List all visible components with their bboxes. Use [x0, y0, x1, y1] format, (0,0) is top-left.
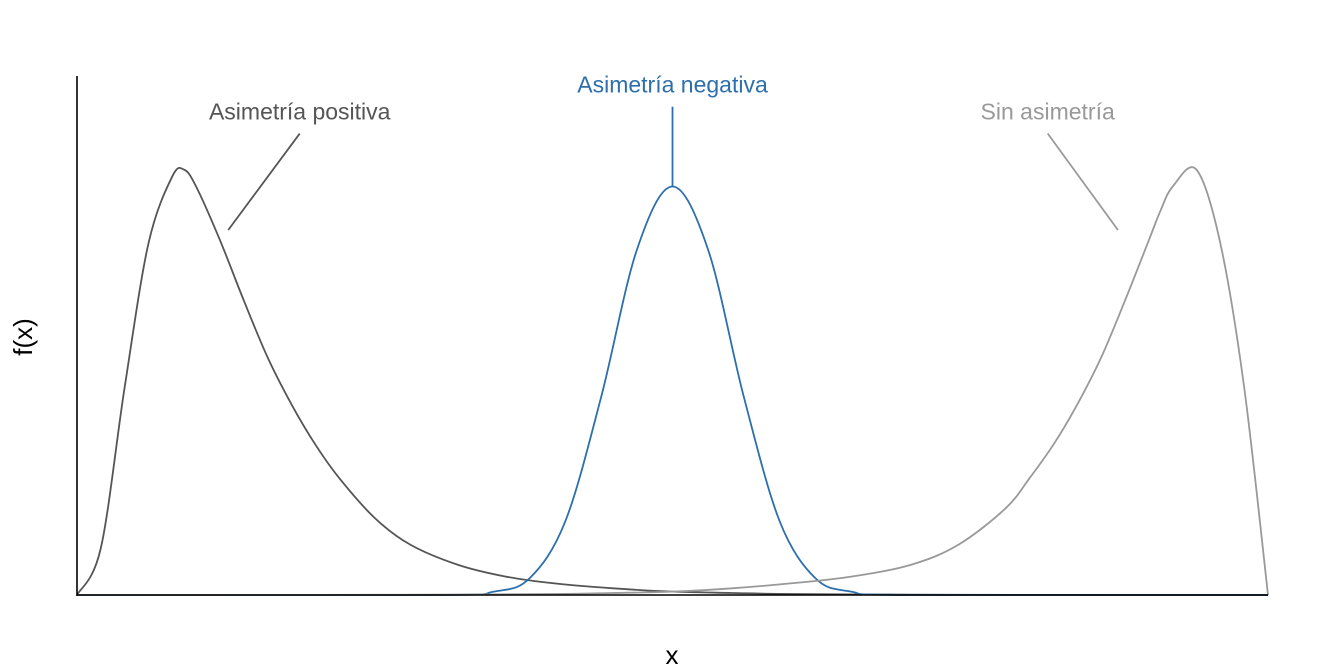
y-axis-title: f(x)	[8, 318, 38, 356]
series-line-2	[77, 185, 1268, 596]
series-line-3	[76, 166, 1269, 596]
annotation-label-1: Asimetría positiva	[209, 99, 391, 125]
annotation-label-3: Sin asimetría	[981, 99, 1115, 125]
annotation-label-2: Asimetría negativa	[577, 72, 768, 98]
plot-area: Asimetría positiva Asimetría negativa Sin …	[76, 72, 1269, 596]
annotation-leader-1	[227, 132, 301, 231]
x-axis-title: x	[666, 640, 679, 670]
series-line-1	[76, 166, 1269, 596]
annotation-leader-3	[1046, 132, 1119, 231]
